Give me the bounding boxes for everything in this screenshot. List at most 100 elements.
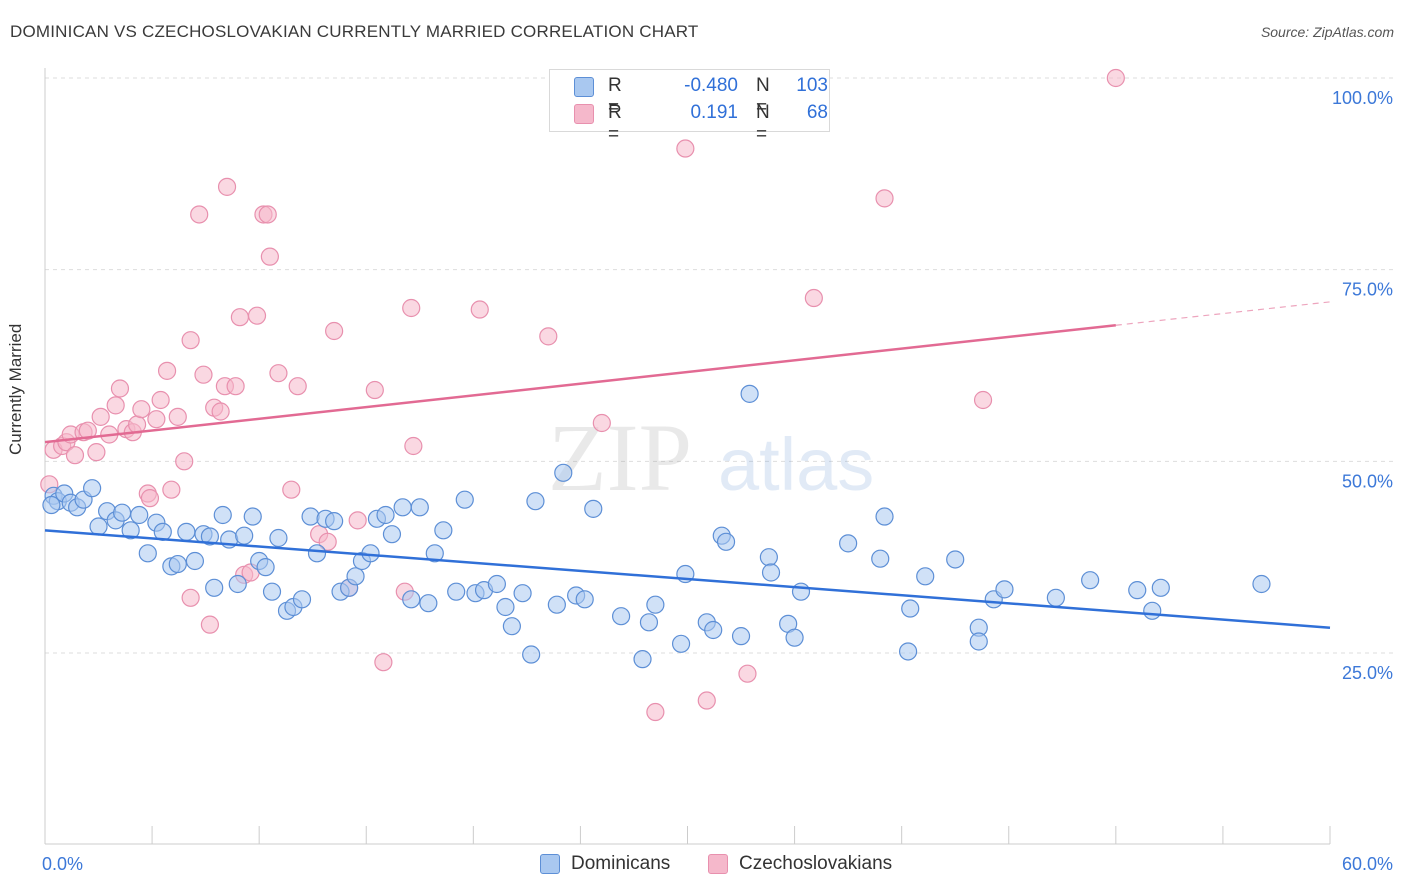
source-label: Source: ZipAtlas.com <box>1260 24 1394 40</box>
dominican-point <box>916 567 935 586</box>
dominican-point <box>1128 581 1147 600</box>
dominican-point <box>393 498 412 517</box>
dominican-point <box>301 507 320 526</box>
series-czechoslovakians <box>40 68 1125 722</box>
dominican-point <box>871 549 890 568</box>
dominican-point <box>402 590 421 609</box>
dominican-point <box>646 595 665 614</box>
dominican-point <box>292 590 312 609</box>
dominican-point <box>325 512 344 531</box>
dominican-point <box>235 526 254 545</box>
czechoslovakian-point <box>539 327 558 346</box>
dominican-point <box>875 507 894 526</box>
dominican-point <box>410 498 429 517</box>
dominican-point <box>731 627 751 646</box>
legend-r-value: -0.480 <box>684 75 738 96</box>
czechoslovakian-point <box>282 480 301 499</box>
czechoslovakian-point <box>374 653 393 672</box>
x-tick-label: 60.0% <box>1342 854 1393 874</box>
tick-labels: 25.0% 50.0% 75.0% 100.0% 0.0% 60.0% <box>42 88 1393 874</box>
czechoslovakian-point <box>217 177 237 196</box>
dominican-point <box>121 521 140 540</box>
czechoslovakian-point <box>181 331 200 350</box>
legend-r-value: 0.191 <box>690 102 738 123</box>
axes <box>44 68 1331 845</box>
watermark: ZIP atlas <box>548 404 874 511</box>
legend-r-label: R = <box>608 75 622 118</box>
dominican-point <box>759 548 778 567</box>
dominican-point <box>639 613 659 632</box>
czechoslovakian-point <box>288 377 307 396</box>
dominican-point <box>89 517 108 536</box>
dominican-point <box>455 490 474 509</box>
czechoslovakian-point <box>697 691 716 710</box>
dominican-point <box>228 574 247 594</box>
dominican-point <box>791 582 811 601</box>
dominican-point <box>1143 601 1162 620</box>
dominican-point <box>434 521 453 540</box>
czechoslovakian-point <box>151 390 170 410</box>
dominican-point <box>526 492 545 511</box>
czechoslovakian-point <box>190 205 209 224</box>
dominican-point <box>487 574 506 594</box>
czechoslovakian-point <box>157 361 177 380</box>
dominican-point <box>547 595 566 614</box>
dominican-point <box>269 528 288 548</box>
x-tick-label: 0.0% <box>42 854 83 874</box>
dominican-point <box>761 563 781 582</box>
czechoslovakian-point <box>875 189 894 208</box>
czechoslovakian-point <box>404 436 423 456</box>
dominican-point <box>522 645 541 664</box>
legend-swatch-pink <box>574 104 594 124</box>
y-tick-label: 75.0% <box>1342 280 1393 300</box>
legend-n-label: N = <box>756 102 770 145</box>
czechoslovakian-point <box>147 410 166 429</box>
legend-swatch-blue <box>574 77 594 97</box>
dominican-point <box>716 532 736 551</box>
trend-line-dominicans <box>44 529 1331 629</box>
czechoslovakian-point <box>348 511 367 530</box>
czechoslovakian-point <box>1106 68 1125 88</box>
czechoslovakian-point <box>194 365 213 384</box>
series-dominicans <box>42 384 1271 669</box>
czechoslovakian-point <box>168 407 187 426</box>
dominican-point <box>901 599 920 618</box>
czechoslovakian-point <box>91 407 110 426</box>
czechoslovakian-point <box>365 380 384 400</box>
trend-lines <box>44 301 1331 629</box>
dominican-point <box>138 544 157 563</box>
stats-legend: R = -0.480 N = 103 R = 0.191 N = 68 <box>549 69 830 145</box>
dominican-point <box>704 620 723 640</box>
y-axis-label: Currently Married <box>6 323 25 455</box>
dominican-point <box>671 634 691 653</box>
czechoslovakian-point <box>106 396 125 415</box>
czechoslovakian-point <box>78 421 97 440</box>
dominican-point <box>447 582 466 601</box>
czechoslovakian-point <box>470 300 489 319</box>
czechoslovakian-point <box>230 308 249 327</box>
czechoslovakian-point <box>211 402 230 421</box>
dominican-point <box>42 495 61 515</box>
czechoslovakian-point <box>258 205 277 224</box>
czechoslovakian-point <box>646 702 665 722</box>
dominican-point <box>502 617 521 636</box>
dominican-point <box>243 507 262 526</box>
bottom-legend-swatch-pink <box>708 854 728 874</box>
dominican-point <box>205 578 224 597</box>
bottom-legend-swatch-blue <box>540 854 560 874</box>
dominican-point <box>785 628 804 647</box>
dominican-point <box>346 567 365 586</box>
dominican-point <box>995 580 1014 599</box>
dominican-point <box>839 534 858 553</box>
czechoslovakian-point <box>247 306 267 325</box>
dominican-point <box>213 505 232 525</box>
dominican-point <box>262 582 282 601</box>
dominican-point <box>898 642 918 661</box>
dominican-point <box>1046 588 1065 607</box>
legend-n-label: N = <box>756 75 770 118</box>
czechoslovakian-point <box>110 379 130 398</box>
czechoslovakian-point <box>269 364 288 383</box>
czechoslovakian-point <box>175 452 194 471</box>
czechoslovakian-point <box>65 446 85 465</box>
